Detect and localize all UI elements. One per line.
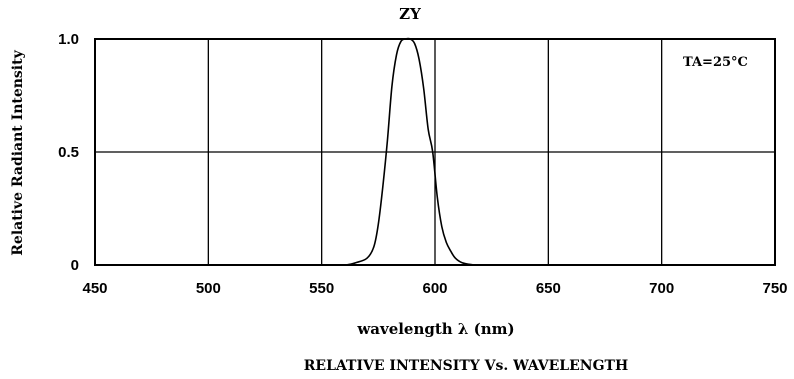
x-tick-label: 450 [82,280,107,297]
chart-grid [94,38,776,266]
plot-frame [94,38,776,266]
y-tick-labels: 0 0.5 1.0 [58,31,79,274]
y-tick-label: 0 [71,257,79,274]
y-axis-label: Relative Radiant Intensity [10,49,26,255]
y-tick-label: 0.5 [58,144,79,161]
temperature-annotation: TA=25°C [683,55,748,70]
figure-caption: RELATIVE INTENSITY Vs. WAVELENGTH [304,358,628,374]
x-tick-label: 550 [309,280,334,297]
x-tick-labels: 450 500 550 600 650 700 750 [82,280,787,297]
y-tick-label: 1.0 [58,31,79,48]
chart-title: ZY [399,5,421,23]
x-tick-label: 600 [422,280,447,297]
x-tick-label: 700 [649,280,674,297]
x-axis-label: wavelength λ (nm) [356,320,514,338]
intensity-curve [346,37,474,266]
x-tick-label: 750 [762,280,787,297]
x-tick-label: 650 [536,280,561,297]
x-tick-label: 500 [196,280,221,297]
